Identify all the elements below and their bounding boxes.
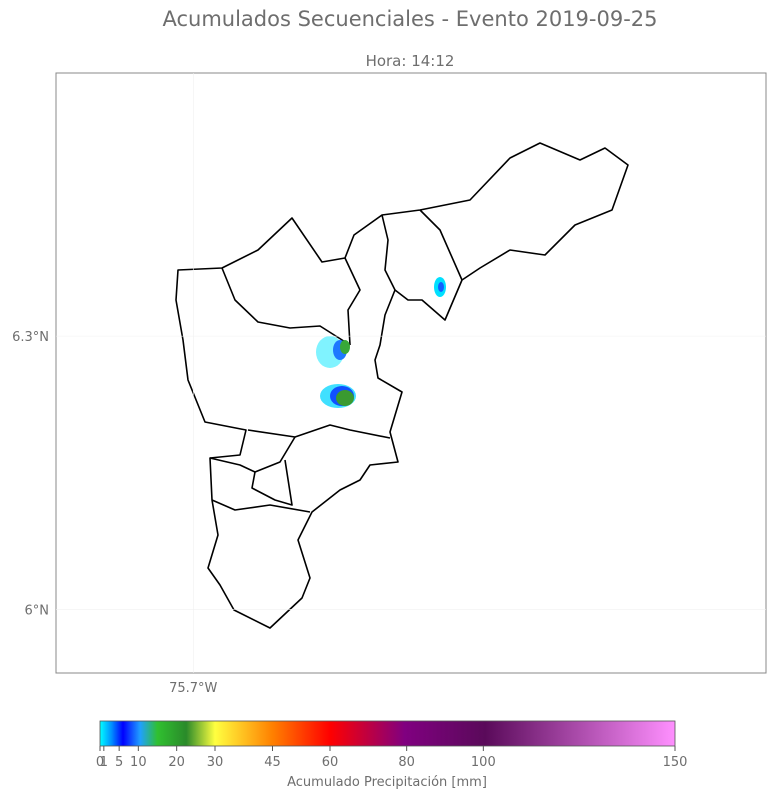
municipal-line [381, 214, 396, 291]
title: Acumulados Secuenciales - Evento 2019-09… [162, 7, 657, 31]
colorbar-tick-label: 60 [322, 755, 339, 770]
municipal-line [251, 459, 293, 506]
colorbar [99, 720, 676, 747]
colorbar-tick-label: 20 [168, 755, 185, 770]
municipal-line [221, 267, 351, 346]
lon-tick-label: 75.7°W [169, 681, 217, 696]
municipal-line [247, 424, 391, 439]
rain-cell [340, 340, 350, 354]
boundaries [175, 142, 629, 629]
lat-tick-label: 6.3°N [12, 330, 49, 345]
colorbar-tick-label: 5 [115, 755, 123, 770]
subtitle: Hora: 14:12 [366, 52, 455, 70]
colorbar-tick-label: 0 [96, 755, 104, 770]
rain-cell [336, 390, 354, 406]
lat-tick-label: 6°N [25, 603, 50, 618]
colorbar-tick-label: 100 [471, 755, 496, 770]
colorbar-tick-label: 150 [663, 755, 688, 770]
map-ticks: 6.3°N 6°N 75.7°W [12, 73, 766, 696]
colorbar-label: Acumulado Precipitación [mm] [287, 775, 487, 790]
map-frame [55, 72, 767, 674]
rain-cell [438, 282, 444, 292]
municipal-line [344, 257, 361, 346]
colorbar-tick-label: 45 [264, 755, 281, 770]
colorbar-tick-label: 30 [207, 755, 224, 770]
outline [175, 142, 629, 629]
municipal-line [211, 499, 311, 513]
colorbar-tick-label: 80 [398, 755, 415, 770]
colorbar-tick-label: 1 [100, 755, 108, 770]
colorbar-tick-label: 10 [130, 755, 147, 770]
colorbar-ticks: 01 5 10 20 30 45 60 80 100 150 [96, 746, 688, 770]
municipal-line [419, 209, 463, 281]
precipitation [316, 277, 446, 408]
